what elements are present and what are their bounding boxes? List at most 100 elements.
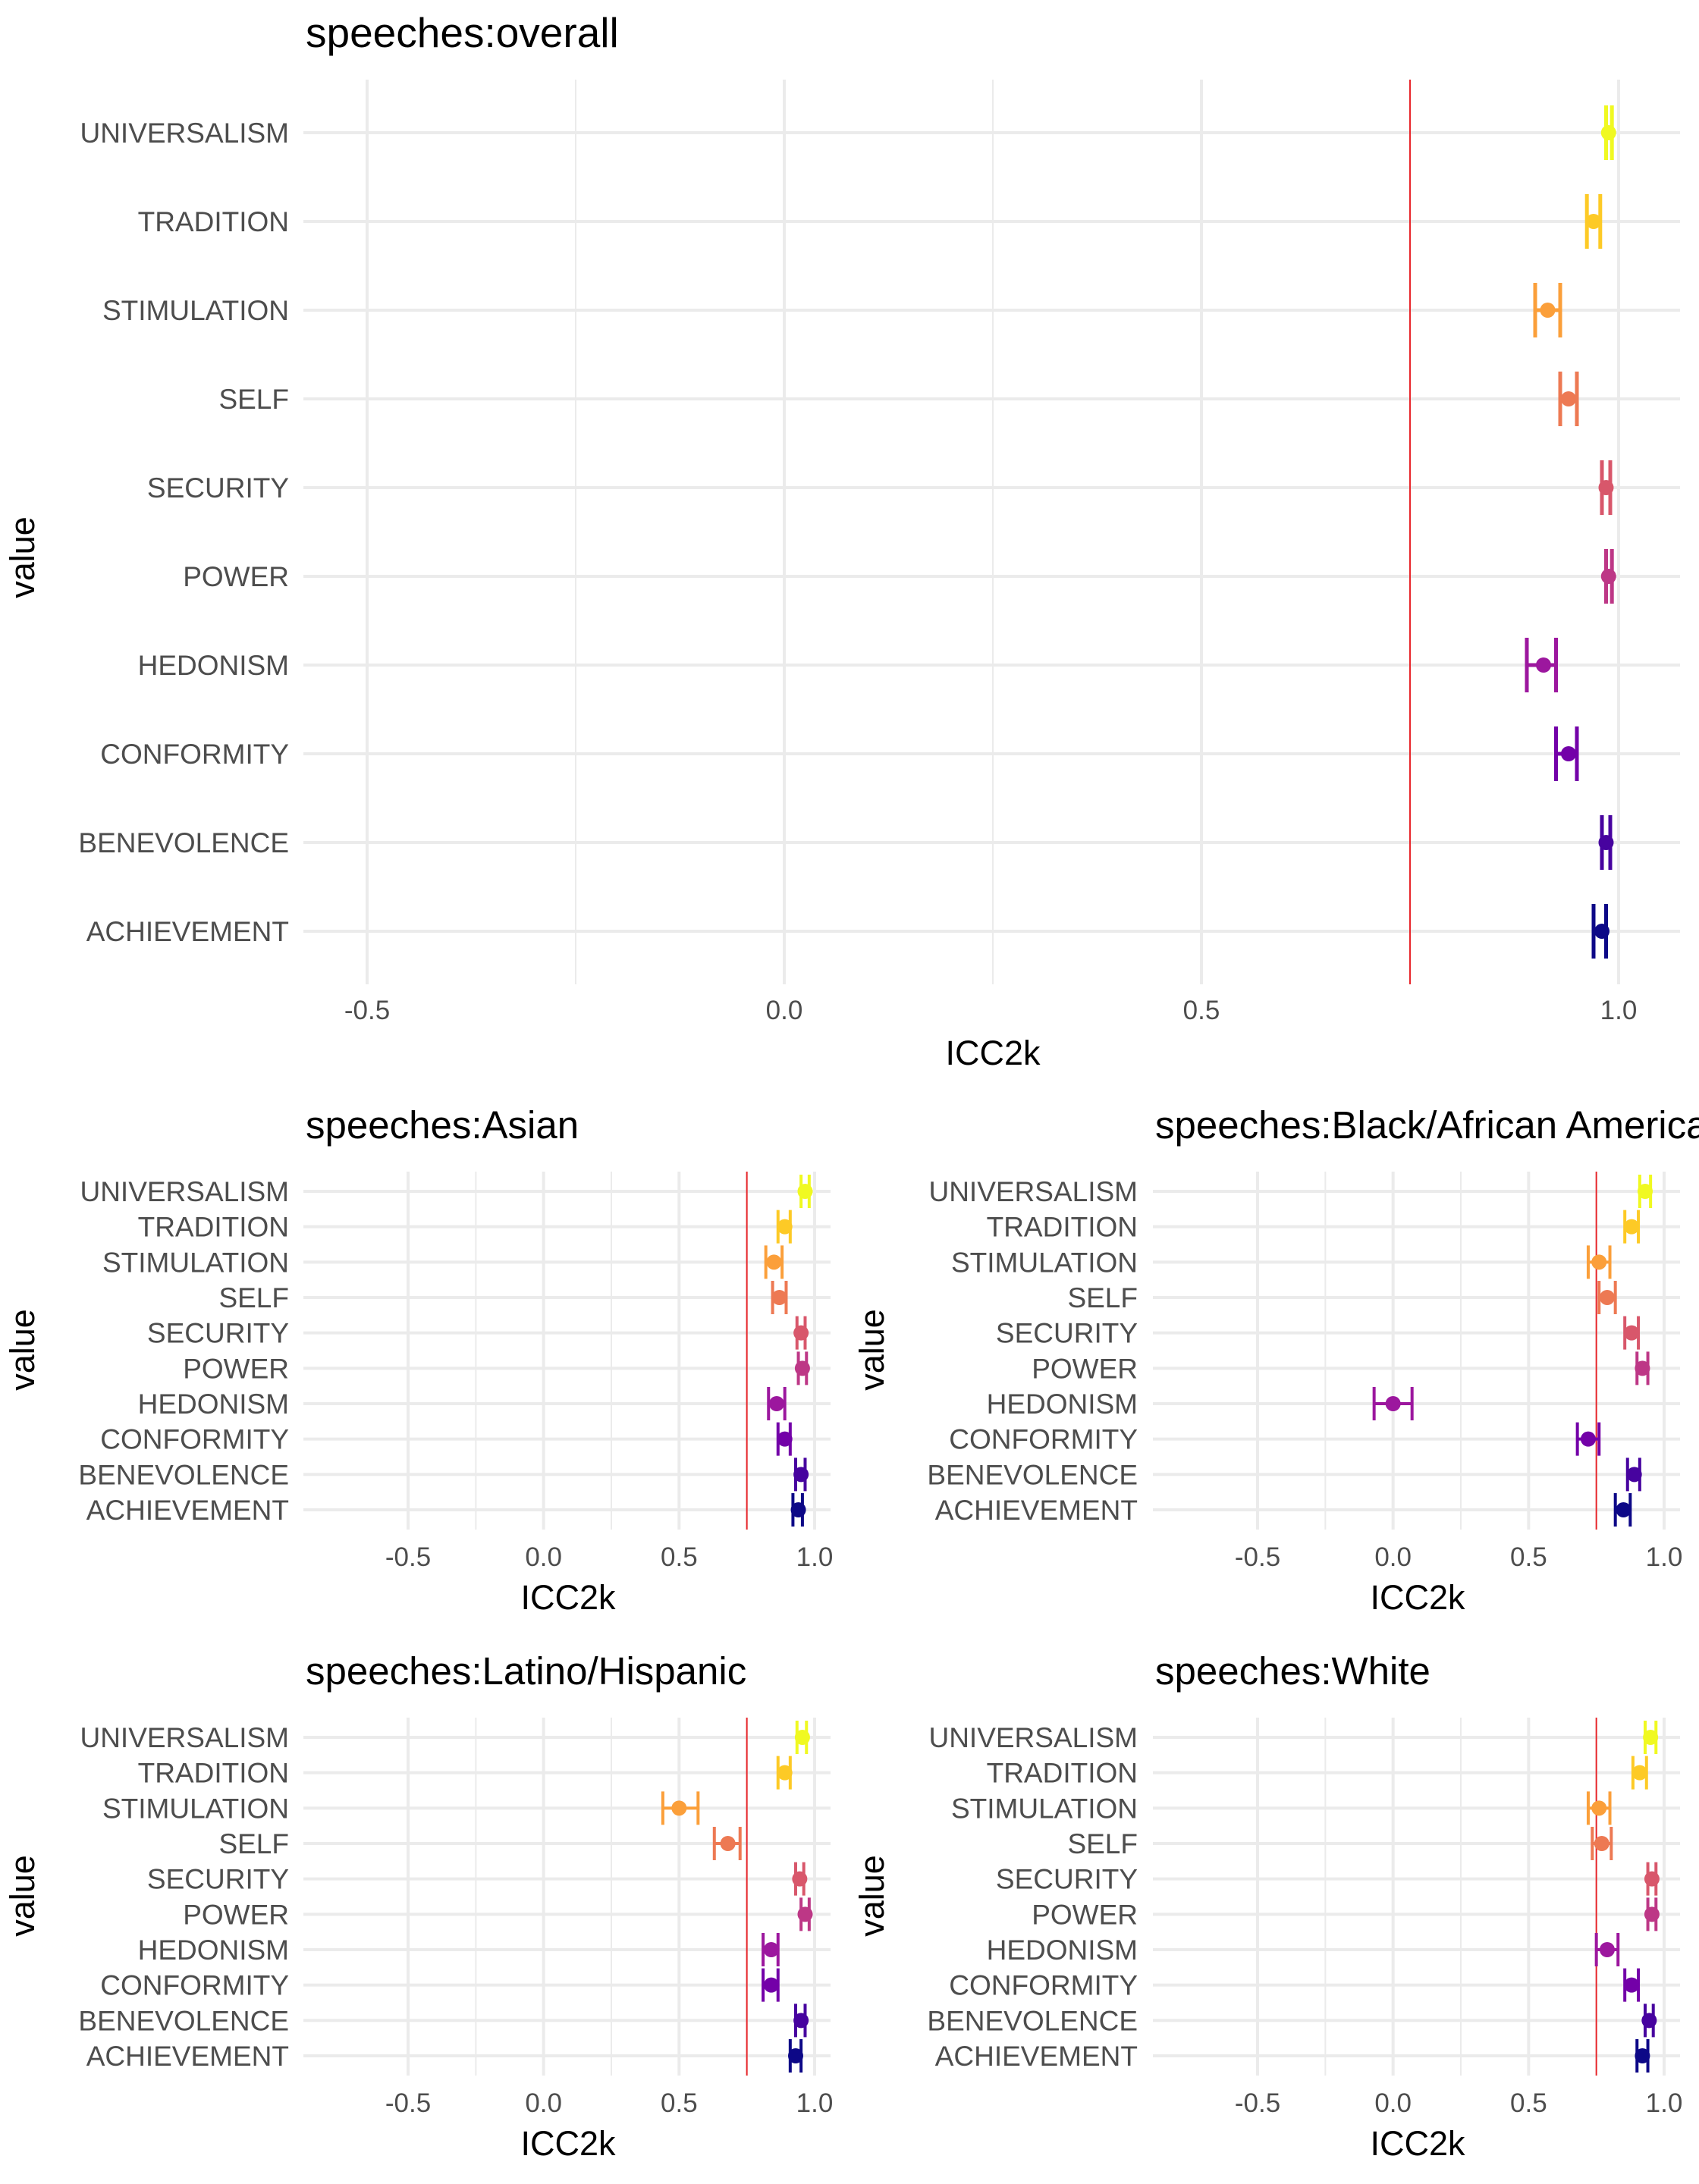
x-tick-label: 0.5 bbox=[1183, 996, 1220, 1025]
point-estimate bbox=[1624, 1977, 1640, 1993]
panel-title: speeches:overall bbox=[306, 9, 619, 56]
x-tick-label: -0.5 bbox=[385, 2088, 431, 2118]
y-tick-label: UNIVERSALISM bbox=[928, 1176, 1138, 1207]
point-estimate bbox=[1600, 125, 1616, 140]
point-estimate bbox=[793, 2013, 809, 2029]
x-tick-label: -0.5 bbox=[1235, 1542, 1280, 1572]
y-tick-label: HEDONISM bbox=[987, 1389, 1138, 1420]
y-tick-label: TRADITION bbox=[138, 1758, 289, 1789]
y-tick-label: SELF bbox=[218, 1282, 289, 1313]
point-estimate bbox=[1561, 746, 1576, 761]
point-estimate bbox=[1635, 1360, 1650, 1376]
y-tick-label: CONFORMITY bbox=[949, 1424, 1138, 1455]
y-tick-label: SECURITY bbox=[996, 1864, 1138, 1895]
y-tick-label: SECURITY bbox=[147, 472, 289, 504]
point-estimate bbox=[777, 1219, 793, 1235]
y-tick-label: ACHIEVEMENT bbox=[935, 1495, 1138, 1526]
y-tick-label: HEDONISM bbox=[138, 650, 289, 681]
x-tick-label: 0.0 bbox=[1374, 1542, 1412, 1572]
chart-panel-4: ACHIEVEMENT BENEVOLENCE CONFORMITY HEDONISM… bbox=[3, 1649, 833, 2163]
y-tick-label: POWER bbox=[183, 1353, 289, 1384]
x-tick-label: 0.5 bbox=[1510, 2088, 1547, 2118]
x-tick-label: 0.0 bbox=[766, 996, 803, 1025]
y-tick-label: SECURITY bbox=[996, 1318, 1138, 1349]
y-tick-label: STIMULATION bbox=[102, 1247, 289, 1278]
y-tick-label: POWER bbox=[183, 561, 289, 592]
point-estimate bbox=[768, 1396, 784, 1411]
point-estimate bbox=[763, 1977, 779, 1993]
chart-panel-2: ACHIEVEMENT BENEVOLENCE CONFORMITY HEDONISM… bbox=[3, 1103, 833, 1617]
point-estimate bbox=[1599, 1942, 1615, 1957]
y-tick-label: BENEVOLENCE bbox=[78, 2005, 289, 2036]
point-estimate bbox=[1385, 1396, 1401, 1411]
point-estimate bbox=[794, 1360, 810, 1376]
x-tick-label: 1.0 bbox=[796, 2088, 834, 2118]
x-tick-label: -0.5 bbox=[1235, 2088, 1280, 2118]
y-tick-label: HEDONISM bbox=[987, 1935, 1138, 1966]
point-estimate bbox=[777, 1765, 793, 1781]
y-tick-label: UNIVERSALISM bbox=[80, 118, 289, 149]
y-tick-label: SELF bbox=[218, 1828, 289, 1859]
y-tick-label: TRADITION bbox=[987, 1758, 1138, 1789]
point-estimate bbox=[1641, 2013, 1657, 2029]
point-estimate bbox=[763, 1942, 779, 1957]
point-estimate bbox=[1598, 835, 1614, 850]
point-estimate bbox=[787, 2048, 803, 2063]
point-estimate bbox=[1594, 924, 1609, 939]
point-estimate bbox=[1644, 1906, 1660, 1922]
point-estimate bbox=[1536, 657, 1551, 673]
point-estimate bbox=[1616, 1502, 1631, 1517]
y-tick-label: UNIVERSALISM bbox=[80, 1176, 289, 1207]
y-axis-label: value bbox=[3, 1855, 42, 1937]
point-estimate bbox=[793, 1467, 809, 1483]
y-tick-label: CONFORMITY bbox=[100, 739, 289, 770]
panel-title: speeches:Black/African American bbox=[1155, 1103, 1699, 1147]
point-estimate bbox=[1599, 1290, 1615, 1305]
point-estimate bbox=[1586, 214, 1601, 229]
y-tick-label: ACHIEVEMENT bbox=[935, 2041, 1138, 2072]
y-tick-label: BENEVOLENCE bbox=[78, 827, 289, 858]
point-estimate bbox=[1540, 303, 1556, 318]
point-estimate bbox=[771, 1290, 787, 1305]
point-estimate bbox=[766, 1254, 782, 1270]
y-tick-label: ACHIEVEMENT bbox=[86, 916, 289, 947]
y-tick-label: POWER bbox=[183, 1899, 289, 1930]
point-estimate bbox=[1624, 1219, 1640, 1235]
x-tick-label: 1.0 bbox=[796, 1542, 834, 1572]
x-tick-label: -0.5 bbox=[385, 1542, 431, 1572]
chart-panel-3: ACHIEVEMENT BENEVOLENCE CONFORMITY HEDONISM… bbox=[853, 1103, 1699, 1617]
x-axis-label: ICC2k bbox=[520, 1578, 616, 1617]
y-tick-label: TRADITION bbox=[138, 206, 289, 237]
y-tick-label: SELF bbox=[1067, 1828, 1138, 1859]
y-tick-label: STIMULATION bbox=[102, 1793, 289, 1824]
point-estimate bbox=[794, 1730, 810, 1745]
point-estimate bbox=[1580, 1431, 1596, 1447]
y-tick-label: HEDONISM bbox=[138, 1389, 289, 1420]
y-tick-label: TRADITION bbox=[987, 1212, 1138, 1243]
point-estimate bbox=[1626, 1467, 1642, 1483]
y-tick-label: CONFORMITY bbox=[100, 1970, 289, 2001]
point-estimate bbox=[792, 1871, 808, 1887]
panel-title: speeches:White bbox=[1155, 1649, 1430, 1693]
point-estimate bbox=[1644, 1871, 1660, 1887]
y-tick-label: BENEVOLENCE bbox=[78, 1459, 289, 1490]
x-tick-label: 1.0 bbox=[1646, 2088, 1683, 2118]
y-tick-label: SELF bbox=[1067, 1282, 1138, 1313]
chart-panel-5: ACHIEVEMENT BENEVOLENCE CONFORMITY HEDONISM… bbox=[853, 1649, 1682, 2163]
x-tick-label: 0.5 bbox=[661, 1542, 698, 1572]
x-tick-label: 0.0 bbox=[525, 1542, 562, 1572]
point-estimate bbox=[797, 1906, 813, 1922]
y-tick-label: SELF bbox=[218, 384, 289, 415]
point-estimate bbox=[1631, 1765, 1647, 1781]
x-tick-label: 0.5 bbox=[1510, 1542, 1547, 1572]
y-tick-label: BENEVOLENCE bbox=[927, 1459, 1138, 1490]
y-tick-label: CONFORMITY bbox=[949, 1970, 1138, 2001]
y-axis-label: value bbox=[3, 1309, 42, 1391]
point-estimate bbox=[1600, 569, 1616, 584]
y-tick-label: STIMULATION bbox=[951, 1247, 1138, 1278]
panel-title: speeches:Latino/Hispanic bbox=[306, 1649, 746, 1693]
y-tick-label: TRADITION bbox=[138, 1212, 289, 1243]
point-estimate bbox=[671, 1800, 687, 1816]
y-tick-label: BENEVOLENCE bbox=[927, 2005, 1138, 2036]
y-tick-label: STIMULATION bbox=[951, 1793, 1138, 1824]
